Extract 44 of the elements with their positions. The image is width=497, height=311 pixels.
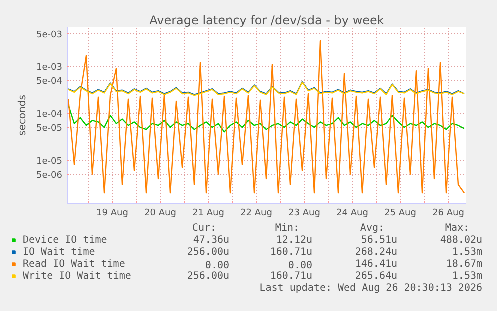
text: 0.00 xyxy=(205,260,230,272)
text: Cur: xyxy=(192,223,217,234)
y-tick-label: 5e-06 xyxy=(36,170,63,181)
y-axis-title: seconds xyxy=(18,95,29,136)
x-tick-label: 19 Aug xyxy=(96,208,128,218)
text: 146.41u xyxy=(355,259,398,270)
line-series xyxy=(68,104,466,133)
legend-label: IO Wait time xyxy=(23,246,96,258)
y-tick-label: 1e-03 xyxy=(36,63,63,74)
y-tick-label: 1e-04 xyxy=(36,110,63,120)
text: Min: xyxy=(275,223,300,234)
text: 56.51u xyxy=(361,235,398,246)
x-tick-label: 21 Aug xyxy=(192,208,224,218)
y-tick-label: 1e-05 xyxy=(36,156,63,167)
text: 1.53m xyxy=(452,247,483,258)
text: 47.36u xyxy=(193,235,230,246)
text: 1.53m xyxy=(452,271,483,282)
text: Avg: xyxy=(360,223,385,234)
text: 256.00u xyxy=(187,271,230,282)
legend-label: Read IO Wait time xyxy=(23,258,126,270)
legend-label: Write IO Wait time xyxy=(23,270,132,282)
y-tick-label: 5e-03 xyxy=(36,30,63,40)
text: 12.12u xyxy=(276,235,312,246)
text: Max: xyxy=(445,223,470,234)
text: 265.64u xyxy=(355,271,398,282)
x-tick-label: 23 Aug xyxy=(288,208,320,218)
text: Last update: Wed Aug 26 20:30:13 2026 xyxy=(260,283,483,294)
x-tick-label: 26 Aug xyxy=(432,208,464,218)
text: 160.71u xyxy=(270,247,313,258)
text: 18.67m xyxy=(446,259,482,270)
legend-label: Device IO time xyxy=(23,234,108,246)
line-series xyxy=(68,40,466,194)
y-tick-label: 5e-05 xyxy=(36,124,63,134)
text: 0.00 xyxy=(288,260,313,272)
text: 268.24u xyxy=(355,247,398,258)
text: 256.00u xyxy=(187,247,230,258)
x-tick-label: 25 Aug xyxy=(384,208,416,218)
x-tick-label: 22 Aug xyxy=(240,208,272,218)
text: 488.02u xyxy=(440,235,483,246)
x-tick-label: 24 Aug xyxy=(336,208,368,218)
chart-title: Average latency for /dev/sda - by week xyxy=(150,14,384,28)
y-tick-label: 5e-04 xyxy=(36,77,63,88)
x-tick-label: 20 Aug xyxy=(144,208,176,218)
text: 160.71u xyxy=(270,271,313,282)
